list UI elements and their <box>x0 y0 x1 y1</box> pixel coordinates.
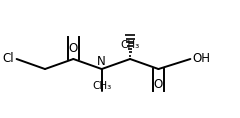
Text: OH: OH <box>193 53 211 65</box>
Text: Cl: Cl <box>2 53 14 65</box>
Text: O: O <box>154 78 163 91</box>
Text: O: O <box>69 42 78 55</box>
Text: CH₃: CH₃ <box>120 40 140 50</box>
Text: CH₃: CH₃ <box>92 81 111 91</box>
Text: N: N <box>97 55 106 68</box>
